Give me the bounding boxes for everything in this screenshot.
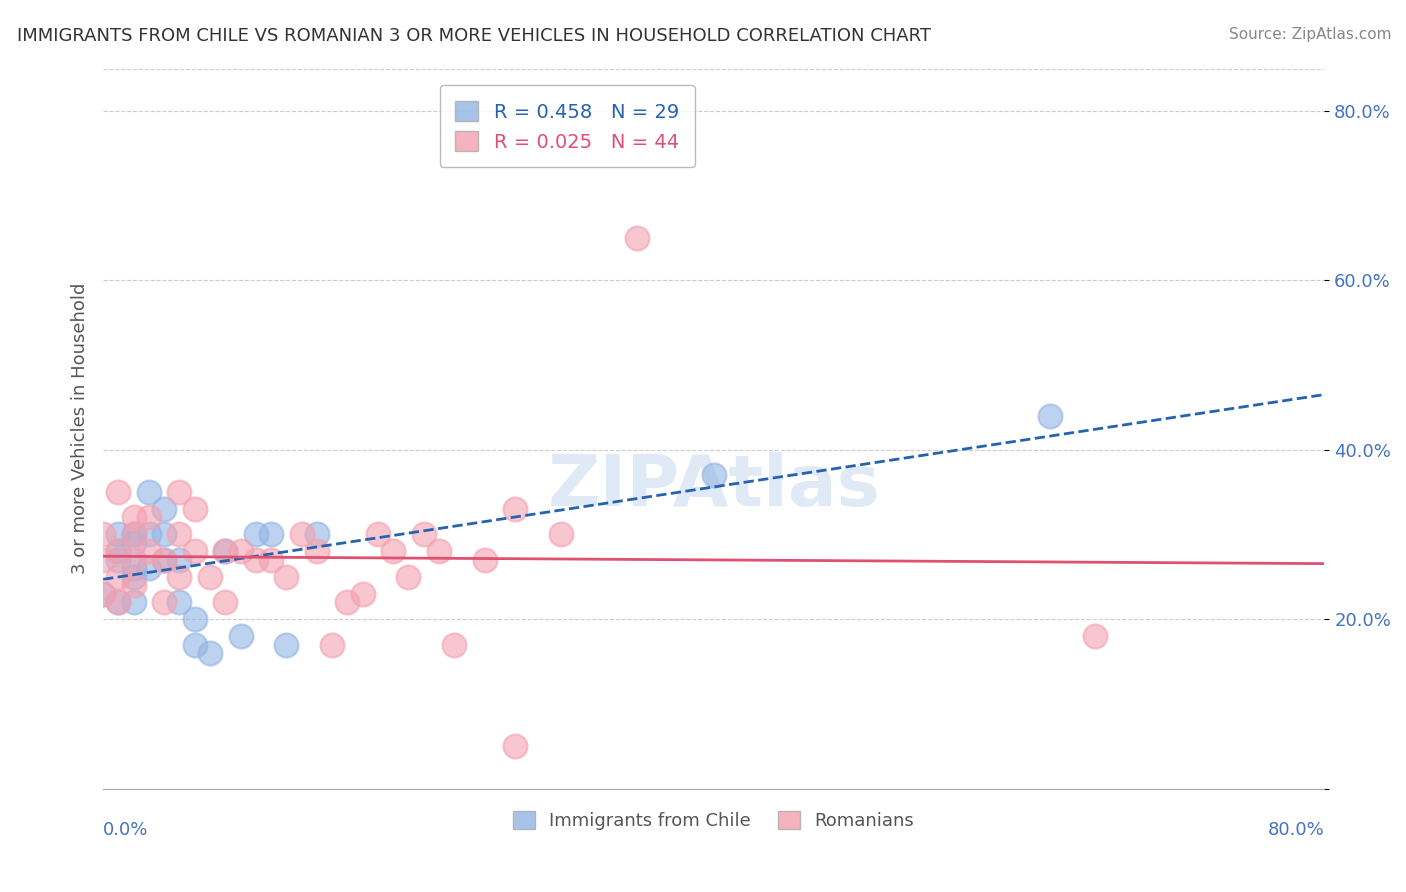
Point — [1084, 629, 1107, 643]
Point — [122, 595, 145, 609]
Point — [153, 595, 176, 609]
Point — [122, 527, 145, 541]
Point — [474, 553, 496, 567]
Point — [352, 587, 374, 601]
Point — [107, 570, 129, 584]
Legend: Immigrants from Chile, Romanians: Immigrants from Chile, Romanians — [499, 796, 928, 845]
Point — [276, 570, 298, 584]
Point — [1039, 409, 1062, 423]
Point — [122, 510, 145, 524]
Point — [153, 527, 176, 541]
Point — [91, 587, 114, 601]
Point — [183, 502, 205, 516]
Point — [198, 570, 221, 584]
Point — [169, 527, 191, 541]
Point — [321, 638, 343, 652]
Y-axis label: 3 or more Vehicles in Household: 3 or more Vehicles in Household — [72, 283, 89, 574]
Point — [214, 544, 236, 558]
Point — [276, 638, 298, 652]
Point — [107, 595, 129, 609]
Point — [245, 527, 267, 541]
Text: Source: ZipAtlas.com: Source: ZipAtlas.com — [1229, 27, 1392, 42]
Point — [138, 527, 160, 541]
Point — [107, 595, 129, 609]
Point — [229, 629, 252, 643]
Point — [122, 536, 145, 550]
Point — [183, 544, 205, 558]
Point — [107, 527, 129, 541]
Point — [626, 231, 648, 245]
Text: IMMIGRANTS FROM CHILE VS ROMANIAN 3 OR MORE VEHICLES IN HOUSEHOLD CORRELATION CH: IMMIGRANTS FROM CHILE VS ROMANIAN 3 OR M… — [17, 27, 931, 45]
Point — [198, 646, 221, 660]
Point — [169, 553, 191, 567]
Point — [427, 544, 450, 558]
Point — [107, 485, 129, 500]
Point — [214, 595, 236, 609]
Point — [183, 638, 205, 652]
Point — [153, 553, 176, 567]
Point — [169, 485, 191, 500]
Point — [245, 553, 267, 567]
Point — [550, 527, 572, 541]
Point — [260, 553, 283, 567]
Text: ZIPAtlas: ZIPAtlas — [547, 451, 880, 521]
Point — [229, 544, 252, 558]
Point — [122, 561, 145, 575]
Point — [122, 553, 145, 567]
Point — [305, 527, 328, 541]
Point — [443, 638, 465, 652]
Point — [107, 553, 129, 567]
Point — [122, 578, 145, 592]
Point — [214, 544, 236, 558]
Point — [398, 570, 420, 584]
Point — [183, 612, 205, 626]
Point — [336, 595, 359, 609]
Text: 0.0%: 0.0% — [103, 821, 149, 839]
Point — [169, 595, 191, 609]
Point — [260, 527, 283, 541]
Point — [91, 553, 114, 567]
Point — [138, 561, 160, 575]
Point — [382, 544, 405, 558]
Point — [138, 485, 160, 500]
Point — [122, 570, 145, 584]
Point — [505, 739, 527, 754]
Point — [305, 544, 328, 558]
Point — [367, 527, 389, 541]
Point — [505, 502, 527, 516]
Point — [703, 468, 725, 483]
Point — [290, 527, 312, 541]
Point — [412, 527, 434, 541]
Point — [91, 527, 114, 541]
Point — [153, 502, 176, 516]
Point — [153, 553, 176, 567]
Text: 80.0%: 80.0% — [1268, 821, 1324, 839]
Point — [91, 587, 114, 601]
Point — [138, 510, 160, 524]
Point — [138, 544, 160, 558]
Point — [122, 527, 145, 541]
Point — [107, 544, 129, 558]
Point — [107, 544, 129, 558]
Point — [169, 570, 191, 584]
